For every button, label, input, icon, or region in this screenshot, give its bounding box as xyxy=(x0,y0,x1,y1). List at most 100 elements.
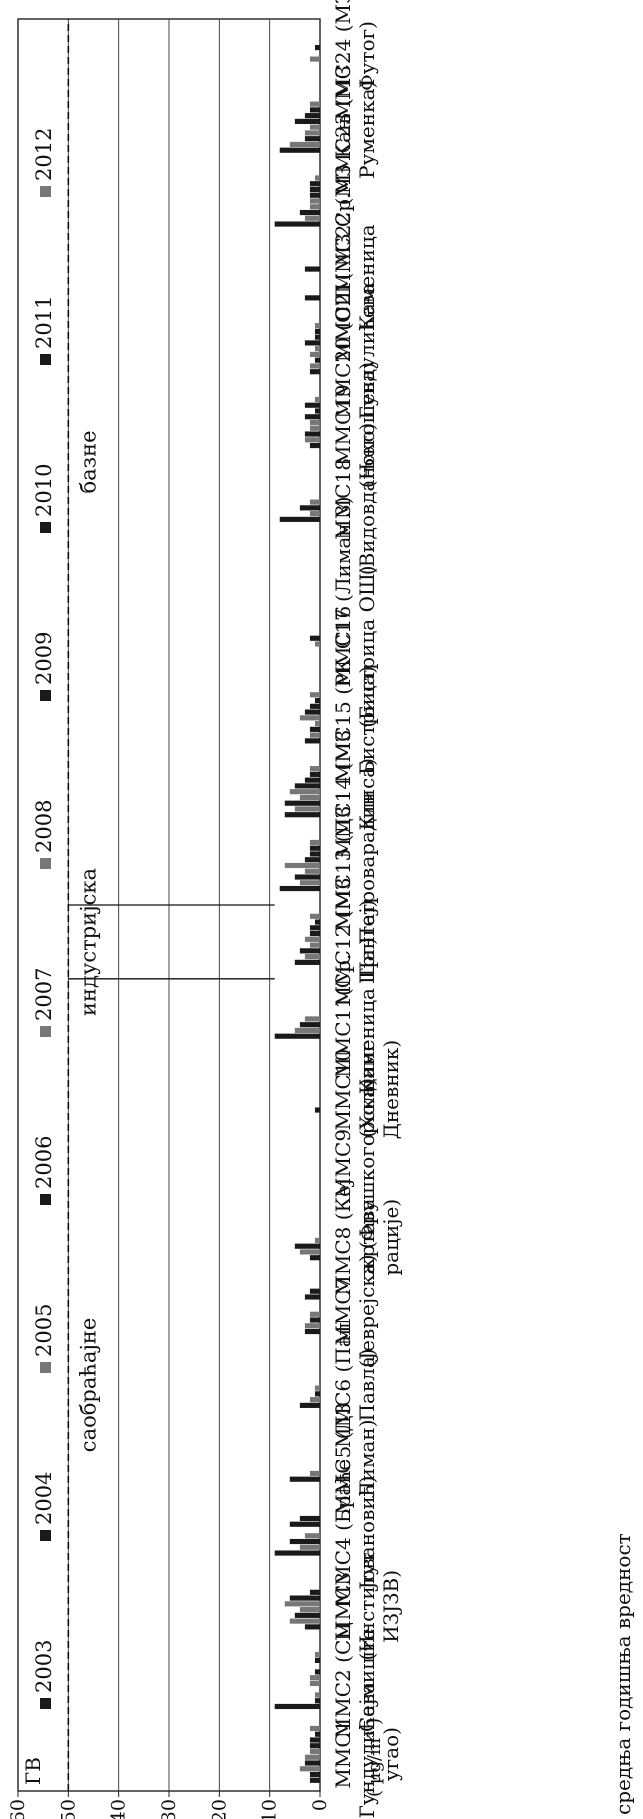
bar-2009 xyxy=(304,340,320,346)
bar-2005 xyxy=(304,954,320,960)
legend-label: 2011 xyxy=(32,296,56,349)
bar-2007 xyxy=(304,1533,320,1539)
bar-2009 xyxy=(314,44,321,51)
bar-2008 xyxy=(309,419,320,426)
bar-2009 xyxy=(309,635,320,641)
legend-label: 2010 xyxy=(32,464,56,517)
bar-2005 xyxy=(309,1397,320,1403)
legend-swatch-2004 xyxy=(40,1530,51,1541)
bar-2005 xyxy=(289,1618,320,1624)
bar-2005 xyxy=(304,215,320,221)
bar-2010 xyxy=(304,777,320,783)
bar-2007 xyxy=(304,1016,320,1022)
y-tick-label: 40 xyxy=(108,1799,130,1819)
bar-2006 xyxy=(314,357,321,363)
bar-2009 xyxy=(289,1595,320,1601)
category-label: ММС6 (ПапПавла) xyxy=(331,1322,379,1448)
bar-2009 xyxy=(304,414,320,420)
legend-swatch-2011 xyxy=(40,354,51,365)
bar-2004 xyxy=(309,369,320,375)
bar-2012 xyxy=(314,175,321,181)
category-label: ММС24 (МЗФутог) xyxy=(331,0,379,120)
category-label: ММС2 (СЦСајмиште xyxy=(331,1622,379,1738)
bar-2011 xyxy=(314,919,321,925)
bar-2012 xyxy=(314,396,321,403)
legend-label: 2004 xyxy=(32,1472,56,1525)
bar-2009 xyxy=(314,1669,321,1675)
legend-label: 2007 xyxy=(32,968,56,1021)
bar-2004 xyxy=(279,885,321,892)
legend-swatch-2009 xyxy=(40,690,51,701)
bar-2005 xyxy=(314,1692,321,1698)
limit-label: ГВ xyxy=(21,1757,45,1785)
bar-2011 xyxy=(309,771,320,777)
bar-2005 xyxy=(299,1544,321,1550)
bar-2004 xyxy=(304,738,320,744)
bar-2004 xyxy=(304,1624,320,1630)
bar-2004 xyxy=(299,1402,321,1408)
y-tick-label: 30 xyxy=(158,1799,180,1819)
bar-2006 xyxy=(284,800,320,806)
bar-2011 xyxy=(314,1731,321,1737)
category-label: ММС8 (Кејжртаварације) xyxy=(331,1179,403,1296)
bar-2006 xyxy=(299,505,321,511)
bar-2004 xyxy=(309,442,320,449)
bar-2007 xyxy=(309,1680,320,1687)
bar-2010 xyxy=(309,925,320,931)
bar-2012 xyxy=(314,323,321,329)
category-label: ММС15 (РКБистрица) xyxy=(331,657,379,782)
bar-2006 xyxy=(299,1022,321,1028)
bar-2004 xyxy=(289,1476,320,1482)
category-label: ММС14 (МЗКлиса) xyxy=(331,730,379,859)
bar-2005 xyxy=(309,1470,320,1477)
bar-2008 xyxy=(299,715,321,721)
bar-2008 xyxy=(314,346,321,352)
bar-2011 xyxy=(309,107,320,113)
bar-2007 xyxy=(304,1754,320,1760)
bar-2006 xyxy=(294,874,321,880)
bar-2010 xyxy=(309,186,320,193)
bar-2012 xyxy=(309,1725,320,1732)
bar-2005 xyxy=(304,1323,320,1329)
bar-2012 xyxy=(309,692,320,698)
bar-2008 xyxy=(309,1748,320,1755)
bar-2005 xyxy=(299,1766,321,1772)
legend-swatch-2006 xyxy=(40,1194,51,1205)
bar-2004 xyxy=(279,147,321,153)
bar-2004 xyxy=(314,1698,321,1704)
bar-2005 xyxy=(299,880,321,886)
category-label: ММС18(Видовданско) xyxy=(331,423,379,576)
bar-2006 xyxy=(299,209,321,216)
bar-2007 xyxy=(304,868,320,874)
category-label: ММС10(ХолдингДневник) xyxy=(331,1040,403,1140)
bar-2008 xyxy=(314,641,321,647)
legend-label: 2009 xyxy=(32,632,56,685)
category-label: ММС9(Фрушкогорска) xyxy=(331,1078,379,1249)
bar-2006 xyxy=(304,431,320,437)
bar-2004 xyxy=(284,812,320,818)
bar-2004 xyxy=(314,1107,321,1113)
legend-swatch-2007 xyxy=(40,1026,51,1037)
bar-2005 xyxy=(309,363,320,369)
bar-2007 xyxy=(309,425,320,431)
bar-2009 xyxy=(304,857,320,863)
bar-2004 xyxy=(304,295,320,301)
bar-2009 xyxy=(294,118,321,124)
bar-2006 xyxy=(289,1538,320,1545)
bar-2004 xyxy=(309,1771,320,1778)
bar-2004 xyxy=(274,221,321,227)
bar-2011 xyxy=(304,402,320,408)
legend-label: 2008 xyxy=(32,800,56,853)
bar-2008 xyxy=(309,1675,320,1681)
y-tick-label: 60 xyxy=(7,1799,29,1819)
bar-2010 xyxy=(304,1294,320,1300)
bar-2006 xyxy=(314,1391,321,1397)
bar-2004 xyxy=(274,1550,321,1556)
bar-2010 xyxy=(309,1737,320,1743)
bar-2007 xyxy=(299,794,321,801)
bar-2012 xyxy=(309,101,320,107)
category-label: ММС19(Његошева) xyxy=(331,362,379,488)
legend-label: 2012 xyxy=(32,128,56,181)
category-label: ММС12 (МЗШангај) xyxy=(331,878,379,1007)
bar-2005 xyxy=(309,511,320,517)
